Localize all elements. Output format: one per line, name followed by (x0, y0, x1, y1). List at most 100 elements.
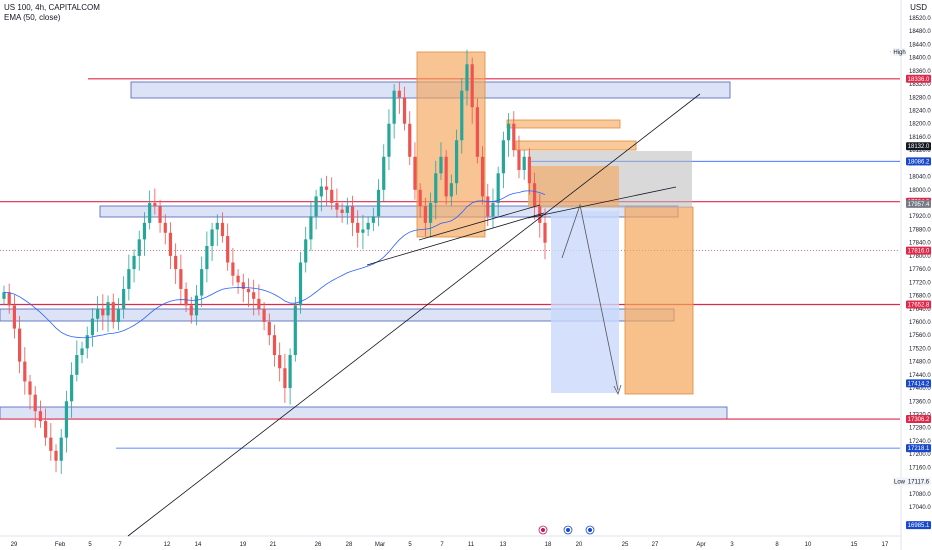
candle-body (220, 222, 225, 237)
y-tick-label: 17080.0 (909, 492, 931, 498)
y-tick-label: 18400.0 (909, 56, 931, 62)
candle-body (319, 186, 323, 197)
x-tick-label: 15 (851, 542, 858, 548)
candle-body (392, 90, 396, 124)
candle-body (361, 229, 365, 233)
candle-body (439, 156, 443, 174)
candle-body (298, 262, 303, 306)
y-tick-label: 18000.0 (909, 188, 931, 194)
x-tick-label: Apr (696, 542, 705, 548)
candle-body (7, 292, 11, 306)
projection-arrow (561, 203, 619, 391)
candle-body (184, 288, 188, 306)
x-tick-label: 26 (315, 542, 322, 548)
candle-body (267, 321, 271, 336)
price-label-bg (906, 142, 931, 151)
candle-body (137, 239, 141, 256)
trendline-upper (527, 186, 677, 219)
candle-body (111, 302, 115, 322)
currency-label: USD (910, 3, 927, 12)
y-tick-label: 18040.0 (909, 175, 931, 181)
candle-body (226, 236, 230, 263)
candle-body (210, 229, 214, 246)
candle-body (44, 421, 48, 438)
candle-body (75, 355, 79, 375)
candle-body (413, 156, 417, 190)
x-tick-label: 10 (805, 542, 812, 548)
candle-body (200, 269, 204, 296)
candle-body (246, 288, 251, 293)
price-label-bg (906, 521, 931, 530)
candle-body (18, 328, 22, 362)
y-tick-label: 17880.0 (909, 227, 931, 233)
candle-body (330, 189, 334, 204)
candle-body (309, 216, 313, 240)
candle-body (215, 222, 219, 230)
candle-body (345, 206, 349, 213)
candle-body (85, 335, 89, 349)
y-tick-label: 17200.0 (909, 452, 931, 458)
y-tick-label: 17920.0 (909, 214, 931, 220)
orange-range-box (416, 51, 486, 238)
candle-body (288, 355, 292, 389)
candle-body (387, 123, 391, 157)
y-tick-label: 17840.0 (909, 241, 931, 247)
candle-body (70, 374, 74, 402)
candle-body (532, 183, 537, 207)
x-tick-label: 8 (775, 542, 779, 548)
y-tick-label: 17760.0 (909, 267, 931, 273)
y-tick-label: 17160.0 (909, 465, 931, 471)
symbol-line: US 100, 4h, CAPITALCOM (4, 3, 100, 12)
y-tick-label: 18360.0 (909, 69, 931, 75)
candle-body (236, 275, 240, 283)
y-tick-label: 18160.0 (909, 135, 931, 141)
y-tick-label: 18240.0 (909, 109, 931, 115)
candle-body (408, 123, 412, 157)
candle-body (158, 206, 162, 223)
candle-body (402, 97, 407, 124)
candle-body (465, 64, 469, 91)
x-tick-label: 14 (195, 542, 202, 548)
x-tick-label: Mar (375, 542, 385, 548)
candle-body (38, 411, 43, 422)
candle-body (376, 189, 381, 217)
y-tick-label: 17720.0 (909, 280, 931, 286)
x-tick-label: 5 (408, 542, 412, 548)
y-tick-label: 17600.0 (909, 320, 931, 326)
price-label-text: 18132.0 (908, 144, 930, 150)
candle-body (324, 186, 329, 190)
candle-body (543, 222, 547, 243)
candle-body (423, 206, 427, 223)
y-tick-label: 17480.0 (909, 360, 931, 366)
x-tick-label: 21 (270, 542, 277, 548)
price-label-bg (906, 74, 931, 83)
candle-body (168, 232, 173, 256)
candle-body (96, 308, 100, 319)
x-tick-label: 29 (11, 542, 18, 548)
price-label-text: 17957.4 (908, 202, 930, 208)
candle-body (480, 156, 485, 197)
orange-small-box (506, 119, 621, 129)
orange-entry-box (528, 166, 619, 207)
trendline-inner (418, 204, 541, 241)
x-tick-label: 7 (440, 542, 444, 548)
candle-body (335, 203, 339, 210)
x-tick-label: 27 (652, 542, 659, 548)
x-tick-label: 3 (730, 542, 734, 548)
y-tick-label: 18280.0 (909, 95, 931, 101)
y-tick-label: 17800.0 (909, 254, 931, 260)
candle-body (283, 368, 287, 389)
candle-body (512, 123, 516, 151)
x-tick-label: 20 (576, 542, 583, 548)
candle-body (80, 348, 84, 356)
candle-body (28, 381, 32, 395)
candle-body (501, 140, 505, 174)
candle-body (350, 206, 355, 223)
candle-body (371, 216, 375, 223)
ema-line (3, 190, 546, 339)
price-label-text: 17414.2 (908, 381, 930, 387)
candle-body (179, 269, 183, 289)
candle-body (272, 335, 277, 356)
candle-body (444, 156, 448, 197)
